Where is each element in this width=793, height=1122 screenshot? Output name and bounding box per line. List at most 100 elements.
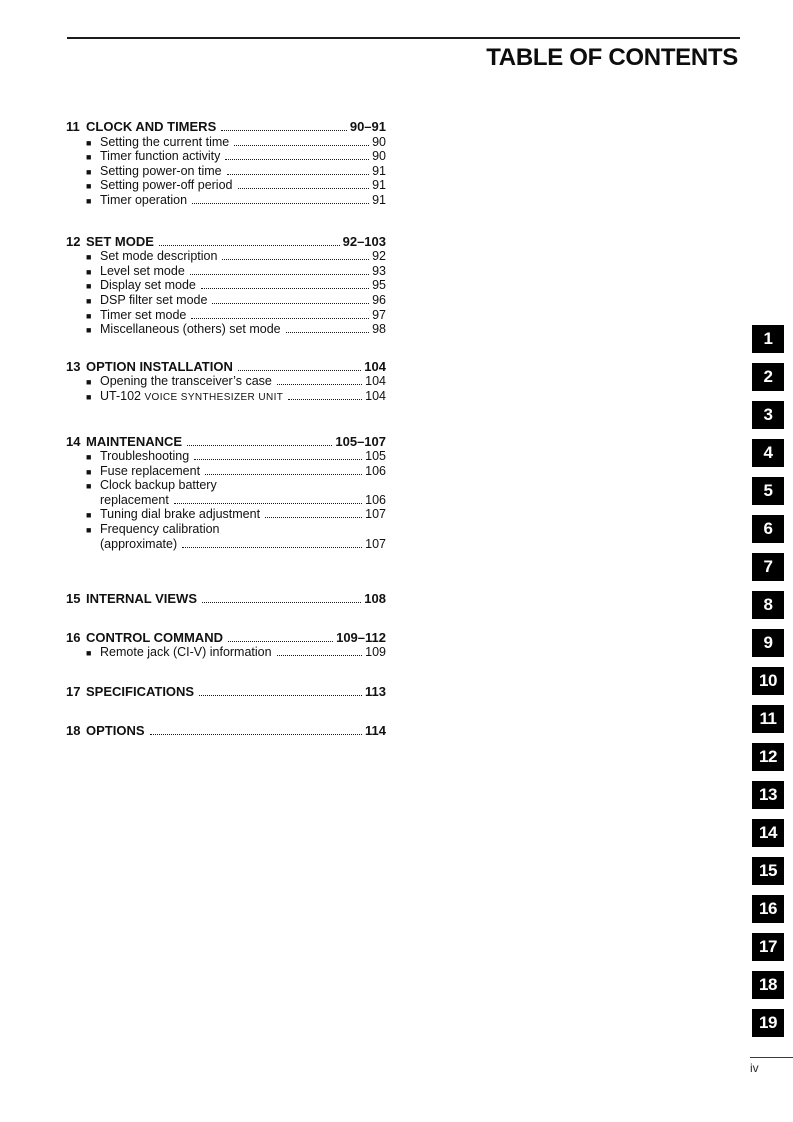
- item-label: DSP filter set mode: [100, 292, 208, 307]
- section-number: 18: [66, 722, 81, 738]
- item-page: 93: [372, 263, 386, 278]
- dot-leader: [194, 459, 363, 461]
- toc-list: 11 CLOCK AND TIMERS 90–91 ■ Setting the curr…: [66, 119, 386, 739]
- toc-section: 12 SET MODE 92–103 ■ Set mode description 92 ■…: [66, 233, 386, 337]
- item-page: 97: [372, 307, 386, 322]
- chapter-tab-4: 4: [752, 439, 784, 467]
- toc-section: 18 OPTIONS 114: [66, 722, 386, 739]
- square-bullet-icon: ■: [86, 325, 92, 336]
- item-label: Setting power-off period: [100, 178, 233, 193]
- toc-item-continuation: (approximate) 107: [66, 537, 386, 552]
- item-page: 104: [365, 374, 386, 389]
- item-label: Display set mode: [100, 278, 196, 293]
- toc-item: ■ Opening the transceiver’s case 104: [66, 374, 386, 389]
- dot-leader: [237, 188, 370, 190]
- item-label: Miscellaneous (others) set mode: [100, 322, 281, 337]
- square-bullet-icon: ■: [86, 252, 92, 263]
- section-pages: 104: [364, 358, 386, 374]
- dot-leader: [265, 517, 363, 519]
- section-title: OPTION INSTALLATION: [86, 358, 233, 374]
- toc-item: ■ Timer set mode 97: [66, 308, 386, 323]
- item-label: Opening the transceiver’s case: [100, 374, 272, 389]
- dot-leader: [234, 144, 370, 146]
- item-page: 91: [372, 163, 386, 178]
- square-bullet-icon: ■: [86, 452, 92, 463]
- section-number: 15: [66, 591, 81, 607]
- page-title: TABLE OF CONTENTS: [486, 44, 738, 71]
- item-page: 90: [372, 134, 386, 149]
- item-page: 107: [365, 536, 386, 551]
- chapter-tab-9: 9: [752, 629, 784, 657]
- section-pages: 90–91: [349, 119, 386, 134]
- toc-section-header: 13 OPTION INSTALLATION 104: [66, 358, 386, 375]
- toc-item: ■ Tuning dial brake adjustment 107: [66, 507, 386, 522]
- item-label: Clock backup battery: [100, 478, 217, 493]
- square-bullet-icon: ■: [86, 510, 92, 521]
- chapter-tab-12: 12: [752, 743, 784, 771]
- chapter-tab-1: 1: [752, 325, 784, 353]
- item-label: Tuning dial brake adjustment: [100, 507, 261, 522]
- dot-leader: [202, 602, 362, 604]
- item-label: Frequency calibration: [100, 522, 220, 537]
- dot-leader: [199, 695, 363, 697]
- item-label: Remote jack (CI-V) information: [100, 645, 272, 660]
- item-label-smallcaps: VOICE SYNTHESIZER UNIT: [144, 391, 284, 403]
- section-title: CONTROL COMMAND: [86, 629, 223, 645]
- dot-leader: [205, 473, 363, 475]
- toc-section: 16 CONTROL COMMAND 109–112 ■ Remote jack (CI…: [66, 629, 386, 660]
- toc-item: ■ Timer function activity 90: [66, 149, 386, 164]
- chapter-tab-16: 16: [752, 895, 784, 923]
- toc-item: ■ Setting the current time 90: [66, 135, 386, 150]
- toc-item: ■ Display set mode 95: [66, 278, 386, 293]
- square-bullet-icon: ■: [86, 281, 92, 292]
- toc-item: ■ Fuse replacement 106: [66, 464, 386, 479]
- dot-leader: [227, 640, 334, 642]
- square-bullet-icon: ■: [86, 481, 92, 492]
- item-label: UT-102 VOICE SYNTHESIZER UNIT: [100, 388, 284, 403]
- item-page: 106: [365, 463, 386, 478]
- dot-leader: [276, 384, 363, 386]
- toc-section: 15 INTERNAL VIEWS 108: [66, 592, 386, 607]
- chapter-tab-3: 3: [752, 401, 784, 429]
- chapter-tab-10: 10: [752, 667, 784, 695]
- dot-leader: [200, 288, 370, 290]
- dot-leader: [191, 317, 370, 319]
- section-title: INTERNAL VIEWS: [86, 591, 197, 607]
- toc-item: ■ Clock backup battery: [66, 478, 386, 493]
- item-page: 104: [365, 388, 386, 403]
- chapter-tab-11: 11: [752, 705, 784, 733]
- dot-leader: [237, 369, 362, 371]
- item-label: Level set mode: [100, 263, 185, 278]
- toc-item: ■ Setting power-off period 91: [66, 178, 386, 193]
- footer-page-number: iv: [750, 1061, 759, 1075]
- toc-item-continuation: replacement 106: [66, 493, 386, 508]
- section-pages: 92–103: [342, 233, 386, 249]
- toc-item: ■ Miscellaneous (others) set mode 98: [66, 322, 386, 337]
- toc-section-header: 17 SPECIFICATIONS 113: [66, 684, 386, 700]
- item-page: 95: [372, 278, 386, 293]
- square-bullet-icon: ■: [86, 152, 92, 163]
- item-label: Timer operation: [100, 192, 188, 207]
- section-number: 13: [66, 358, 81, 374]
- chapter-tab-19: 19: [752, 1009, 784, 1037]
- dot-leader: [221, 130, 347, 131]
- item-page: 109: [365, 645, 386, 660]
- toc-item: ■ UT-102 VOICE SYNTHESIZER UNIT 104: [66, 389, 386, 404]
- toc-item: ■ Troubleshooting 105: [66, 449, 386, 464]
- item-page: 91: [372, 178, 386, 193]
- section-pages: 108: [364, 591, 386, 607]
- square-bullet-icon: ■: [86, 648, 92, 659]
- section-title: SET MODE: [86, 233, 154, 249]
- toc-section-header: 15 INTERNAL VIEWS 108: [66, 592, 386, 607]
- toc-section: 13 OPTION INSTALLATION 104 ■ Opening the tra…: [66, 358, 386, 404]
- dot-leader: [225, 159, 370, 161]
- chapter-tab-7: 7: [752, 553, 784, 581]
- section-pages: 105–107: [335, 433, 386, 449]
- dot-leader: [182, 546, 363, 548]
- toc-section: 14 MAINTENANCE 105–107 ■ Troubleshooting 105 ■…: [66, 433, 386, 552]
- dot-leader: [222, 259, 370, 261]
- section-number: 11: [66, 119, 80, 134]
- dot-leader: [158, 244, 340, 246]
- item-page: 92: [372, 249, 386, 264]
